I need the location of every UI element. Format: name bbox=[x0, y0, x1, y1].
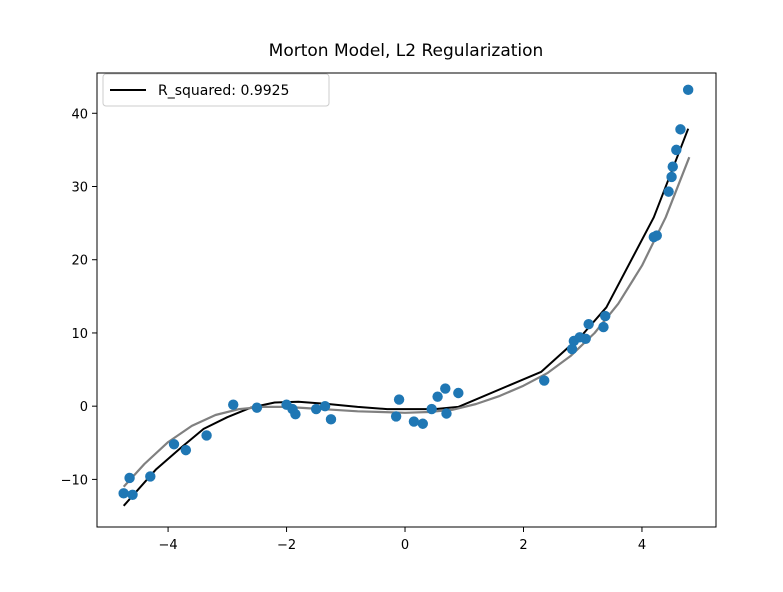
x-tick-label: 0 bbox=[401, 538, 409, 553]
x-tick-label: −4 bbox=[158, 538, 177, 553]
data-point bbox=[566, 343, 578, 355]
data-point bbox=[310, 403, 322, 415]
data-point bbox=[180, 444, 192, 456]
data-point bbox=[580, 333, 591, 345]
data-point bbox=[675, 124, 686, 135]
data-point bbox=[432, 391, 443, 402]
axes-layer: −4 −2 0 2 4 −10 0 10 20 30 40 bbox=[61, 72, 717, 553]
points-layer bbox=[118, 84, 694, 500]
data-point bbox=[145, 471, 156, 482]
data-point bbox=[228, 399, 239, 410]
data-point bbox=[598, 321, 609, 333]
y-tick-label: 30 bbox=[71, 181, 88, 196]
x-tick-label: 2 bbox=[519, 538, 527, 553]
data-point bbox=[168, 439, 180, 450]
y-tick-label: 10 bbox=[71, 327, 88, 342]
data-point bbox=[651, 230, 662, 241]
data-point bbox=[583, 318, 594, 330]
x-tick-label: −2 bbox=[277, 538, 296, 553]
data-point bbox=[453, 387, 464, 399]
data-point bbox=[663, 186, 674, 197]
data-point bbox=[127, 489, 138, 500]
data-point bbox=[426, 403, 437, 415]
data-point bbox=[118, 488, 129, 499]
data-point bbox=[600, 310, 611, 322]
data-point bbox=[390, 411, 402, 422]
y-tick-label: −10 bbox=[61, 473, 88, 488]
plot-frame bbox=[96, 72, 717, 528]
data-point bbox=[666, 171, 677, 183]
chart-title: Morton Model, L2 Regularization bbox=[269, 41, 544, 61]
data-point bbox=[393, 394, 405, 405]
data-point bbox=[325, 414, 337, 425]
data-point bbox=[539, 375, 550, 386]
data-point bbox=[682, 84, 694, 96]
data-point bbox=[319, 400, 331, 412]
data-point bbox=[441, 408, 452, 419]
data-point bbox=[408, 416, 420, 427]
data-point bbox=[201, 430, 212, 441]
y-tick-label: 20 bbox=[71, 254, 88, 269]
data-point bbox=[251, 402, 263, 413]
data-point bbox=[671, 144, 682, 156]
y-tick-label: 0 bbox=[80, 400, 88, 415]
data-point bbox=[667, 161, 678, 172]
y-tick-label: 40 bbox=[71, 107, 88, 122]
data-point bbox=[417, 418, 428, 429]
x-tick-label: 4 bbox=[638, 538, 646, 553]
legend-label: R_squared: 0.9925 bbox=[158, 83, 289, 99]
data-point bbox=[124, 472, 135, 484]
legend: R_squared: 0.9925 bbox=[102, 73, 330, 107]
data-point bbox=[290, 409, 301, 420]
legend-box bbox=[102, 73, 330, 107]
true-curve-line bbox=[122, 156, 691, 488]
data-point bbox=[440, 383, 451, 394]
